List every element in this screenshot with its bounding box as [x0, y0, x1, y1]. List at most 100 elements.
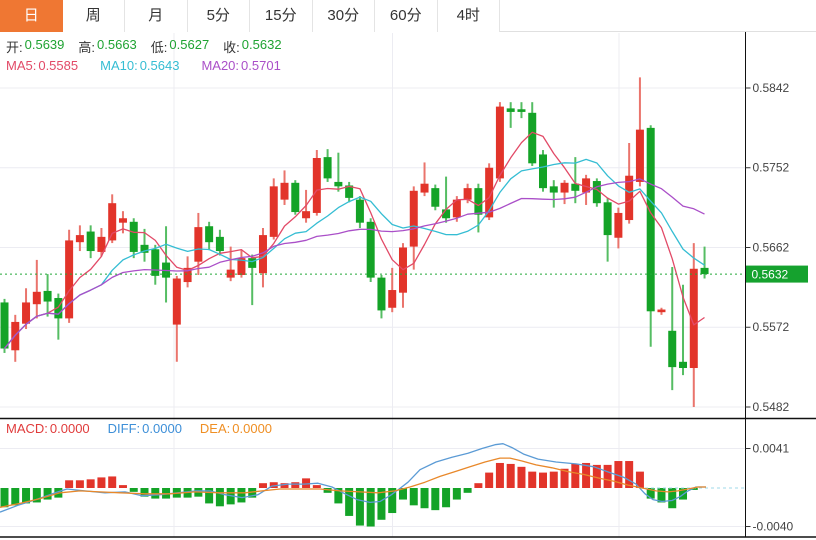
- macd-bar: [549, 471, 558, 488]
- macd-bar: [0, 488, 9, 508]
- tab-month[interactable]: 月: [125, 0, 188, 32]
- tab-30min[interactable]: 30分: [312, 0, 375, 32]
- candle-up: [65, 240, 74, 319]
- candle-down: [571, 183, 580, 191]
- diff-label: DIFF:: [107, 421, 141, 436]
- macd-bar: [377, 488, 386, 520]
- candle-up: [258, 235, 267, 274]
- candle-down: [679, 361, 688, 369]
- candle-up: [420, 183, 429, 193]
- macd-bar: [635, 471, 644, 488]
- candle-up: [635, 129, 644, 182]
- close-label: 收:: [223, 40, 240, 55]
- ma5-line: [3, 131, 705, 349]
- ma5-value: 0.5585: [38, 58, 79, 73]
- macd-bar: [355, 488, 364, 526]
- macd-axis-label: -0.0040: [753, 520, 794, 534]
- tab-60min[interactable]: 60分: [375, 0, 438, 32]
- main-chart-plot-area[interactable]: [0, 33, 745, 418]
- macd-bar: [668, 488, 677, 509]
- macd-bar: [258, 483, 267, 488]
- macd-bar: [539, 472, 547, 488]
- macd-bar: [65, 480, 74, 488]
- candle-up: [388, 290, 397, 308]
- candle-up: [657, 309, 666, 313]
- macd-bar: [431, 488, 440, 511]
- ma5-label: MA5:: [6, 58, 37, 73]
- candle-up: [302, 211, 311, 219]
- candle-up: [495, 106, 504, 179]
- macd-bar: [302, 478, 311, 488]
- macd-bar: [528, 471, 537, 488]
- macd-bar: [463, 488, 472, 493]
- price-axis: 0.5842 0.5752 0.5662 0.5572 0.5482 0.0041 -0.0…: [745, 81, 808, 534]
- close-readout: 收: 0.5632: [223, 37, 281, 56]
- ma20-label: MA20:: [201, 58, 240, 73]
- high-readout: 高: 0.5663: [78, 37, 136, 56]
- ma10-value: 0.5643: [139, 58, 180, 73]
- current-price-badge: [746, 265, 808, 283]
- dea-line: [0, 457, 706, 508]
- candle-down: [140, 244, 149, 253]
- candle-up: [22, 302, 31, 324]
- dea-readout: DEA: 0.0000: [200, 421, 272, 436]
- open-readout: 开: 0.5639: [6, 37, 64, 56]
- tab-4hour[interactable]: 4时: [437, 0, 500, 32]
- close-value: 0.5632: [241, 37, 282, 52]
- macd-bar: [409, 488, 418, 506]
- candle-down: [592, 181, 601, 204]
- ohlc-info-row: 开: 0.5639 高: 0.5663 低: 0.5627 收: 0.5632: [6, 37, 282, 56]
- macd-plot-area[interactable]: [0, 440, 745, 537]
- candle-down: [345, 185, 354, 198]
- candle-up: [118, 218, 127, 223]
- candle-up: [194, 227, 203, 262]
- macd-bar: [215, 488, 224, 507]
- candle-down: [43, 290, 52, 302]
- macd-bar: [625, 461, 634, 488]
- price-axis-label: 0.5572: [753, 320, 790, 334]
- macd-bar: [442, 488, 451, 508]
- macd-axis-label: 0.0041: [753, 442, 790, 456]
- macd-bar: [32, 488, 41, 503]
- price-axis-label: 0.5842: [753, 81, 790, 95]
- high-label: 高:: [78, 40, 96, 55]
- macd-value: 0.0000: [49, 421, 90, 436]
- candle-up: [75, 235, 84, 243]
- tab-week[interactable]: 周: [62, 0, 125, 32]
- ma20-line: [3, 178, 705, 349]
- candle-down: [474, 188, 483, 215]
- candle-down: [603, 202, 612, 236]
- macd-bar: [517, 466, 526, 488]
- candle-down: [646, 127, 655, 312]
- candle-up: [280, 182, 289, 200]
- candle-up: [614, 212, 623, 238]
- open-label: 开:: [6, 40, 23, 55]
- candle-down: [54, 298, 63, 319]
- macd-bar: [22, 488, 31, 504]
- macd-panel: [0, 443, 745, 527]
- candle-down: [431, 188, 440, 207]
- low-label: 低:: [150, 40, 168, 55]
- candle-down: [355, 199, 364, 223]
- diff-line: [0, 443, 706, 513]
- candle-down: [700, 267, 709, 275]
- price-axis-label: 0.5482: [753, 400, 790, 414]
- tab-15min[interactable]: 15分: [250, 0, 313, 32]
- price-axis-label: 0.5662: [753, 240, 790, 254]
- candle-up: [97, 236, 106, 252]
- candle-up: [32, 291, 41, 305]
- tab-day[interactable]: 日: [0, 0, 63, 32]
- ma10-readout: MA10: 0.5643: [100, 58, 179, 73]
- macd-info-row: MACD: 0.0000 DIFF: 0.0000 DEA: 0.0000: [6, 421, 272, 436]
- tab-5min[interactable]: 5分: [187, 0, 250, 32]
- main-price-panel: [0, 77, 745, 407]
- candle-up: [560, 182, 569, 193]
- candle-up: [582, 178, 591, 193]
- candle-down: [291, 182, 300, 213]
- macd-bar: [75, 480, 84, 488]
- candle-up: [269, 186, 278, 237]
- macd-bar: [108, 476, 117, 488]
- candle-up: [463, 188, 472, 200]
